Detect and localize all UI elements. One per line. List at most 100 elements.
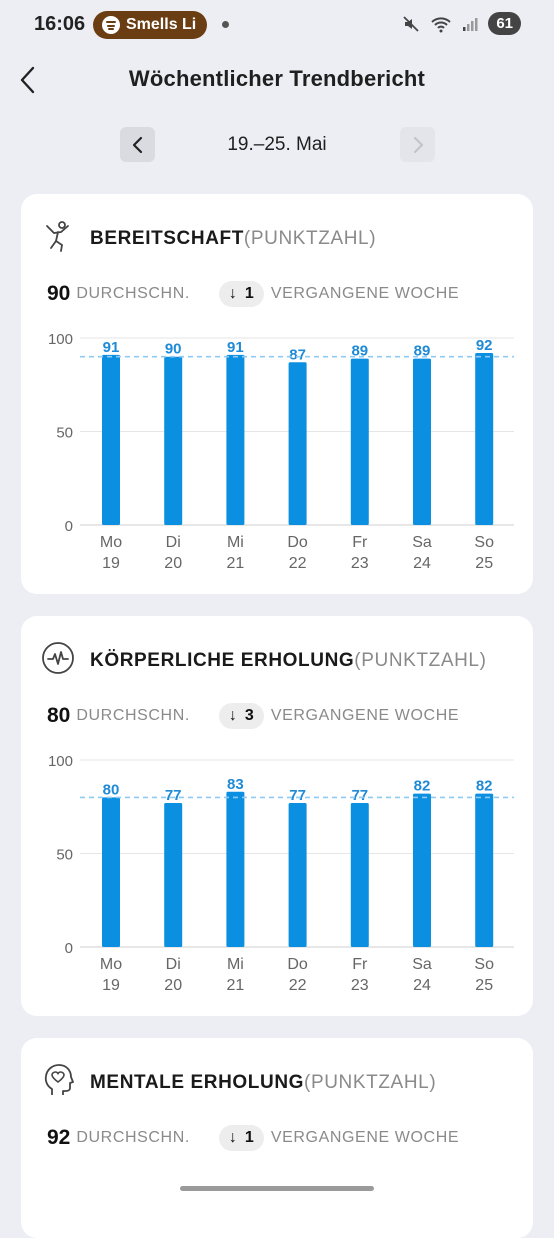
x-tick-day: 22 — [289, 977, 307, 994]
bar-value-label: 90 — [165, 341, 182, 358]
x-tick-weekday: Do — [287, 534, 308, 551]
wifi-icon — [431, 16, 452, 32]
card-unit: (PUNKTZAHL) — [354, 650, 487, 671]
previous-week-label: VERGANGENE WOCHE — [270, 1129, 460, 1146]
bar — [102, 354, 120, 525]
x-tick-weekday: Sa — [412, 534, 432, 551]
x-tick-day: 23 — [351, 555, 369, 572]
arrow-down-icon: ↓ — [228, 707, 237, 724]
x-tick-day: 19 — [102, 977, 120, 994]
chevron-left-icon — [20, 66, 35, 94]
date-range-label: 19.–25. Mai — [227, 134, 327, 155]
x-tick-weekday: Do — [287, 956, 308, 973]
stats-row: 92 DURCHSCHN. ↓ 1 VERGANGENE WOCHE — [47, 1124, 459, 1152]
person-jump-icon — [46, 221, 69, 252]
week-diff-badge: ↓ 1 — [218, 1125, 264, 1151]
x-tick-weekday: Di — [166, 956, 181, 973]
week-diff-badge: ↓ 3 — [218, 703, 264, 729]
back-button[interactable] — [16, 62, 44, 98]
previous-week-label: VERGANGENE WOCHE — [270, 285, 460, 302]
x-tick-weekday: Fr — [352, 956, 368, 973]
x-tick-day: 19 — [102, 555, 120, 572]
card-unit: (PUNKTZAHL) — [243, 228, 377, 249]
stats-row: 80 DURCHSCHN. ↓ 3 VERGANGENE WOCHE — [47, 702, 459, 730]
bar-value-label: 82 — [476, 778, 493, 795]
average-value: 90 — [47, 282, 71, 305]
bar — [288, 362, 307, 525]
x-tick-day: 22 — [289, 555, 307, 572]
average-value: 92 — [47, 1126, 71, 1149]
bar — [350, 803, 369, 947]
bar-value-label: 77 — [289, 787, 306, 804]
x-tick-day: 21 — [227, 977, 245, 994]
mental-recovery-card[interactable]: MENTALE ERHOLUNG(PUNKTZAHL) 92 DURCHSCHN… — [21, 1038, 533, 1238]
bar — [475, 793, 494, 947]
x-tick-weekday: Sa — [412, 956, 432, 973]
bar-value-label: 92 — [476, 337, 493, 354]
notification-dot-icon — [222, 21, 229, 28]
average-label: DURCHSCHN. — [76, 707, 190, 724]
x-tick-weekday: Mo — [100, 956, 122, 973]
card-title: BEREITSCHAFT(PUNKTZAHL) — [90, 228, 377, 249]
physical-recovery-card[interactable]: KÖRPERLICHE ERHOLUNG(PUNKTZAHL) 80 DURCH… — [21, 616, 533, 1016]
card-unit: (PUNKTZAHL) — [304, 1072, 437, 1093]
heart-rate-icon — [42, 642, 74, 674]
y-tick-label: 100 — [48, 753, 73, 770]
x-tick-day: 21 — [227, 555, 245, 572]
media-playback-pill[interactable]: Smells Li — [93, 11, 207, 39]
bar — [475, 352, 494, 525]
x-tick-day: 24 — [413, 555, 431, 572]
average-label: DURCHSCHN. — [76, 1129, 190, 1146]
x-tick-day: 23 — [351, 977, 369, 994]
y-tick-label: 0 — [65, 940, 73, 957]
y-tick-label: 100 — [48, 331, 73, 348]
x-tick-day: 20 — [164, 977, 182, 994]
bar-value-label: 89 — [414, 343, 431, 360]
bar — [164, 356, 183, 525]
y-tick-label: 50 — [56, 425, 73, 442]
x-tick-day: 20 — [164, 555, 182, 572]
bar — [413, 358, 431, 525]
x-tick-weekday: Di — [166, 534, 181, 551]
page-title: Wöchentlicher Trendbericht — [128, 66, 426, 91]
chevron-right-icon — [413, 136, 423, 153]
spotify-icon — [102, 16, 120, 34]
bar-value-label: 89 — [351, 343, 368, 360]
bar-value-label: 91 — [103, 339, 120, 356]
arrow-down-icon: ↓ — [228, 1129, 237, 1146]
chevron-left-icon — [132, 136, 142, 153]
x-tick-weekday: Mi — [227, 534, 244, 551]
card-title: KÖRPERLICHE ERHOLUNG(PUNKTZAHL) — [90, 650, 487, 671]
bar-value-label: 80 — [103, 781, 120, 798]
head-heart-icon — [44, 1064, 74, 1095]
x-tick-day: 24 — [413, 977, 431, 994]
status-bar: 16:06 Smells Li 61 — [0, 0, 554, 50]
bar-value-label: 91 — [227, 339, 244, 356]
bar-value-label: 83 — [227, 776, 244, 793]
next-week-button[interactable] — [400, 127, 435, 162]
readiness-card[interactable]: BEREITSCHAFT(PUNKTZAHL) 90 DURCHSCHN. ↓ 1… — [21, 194, 533, 594]
bar — [350, 358, 369, 525]
signal-icon — [463, 17, 478, 31]
x-tick-weekday: So — [474, 534, 494, 551]
bar — [413, 793, 431, 947]
stats-row: 90 DURCHSCHN. ↓ 1 VERGANGENE WOCHE — [47, 280, 459, 308]
x-tick-day: 25 — [475, 555, 493, 572]
arrow-down-icon: ↓ — [228, 285, 237, 302]
y-tick-label: 50 — [56, 847, 73, 864]
x-tick-weekday: Mo — [100, 534, 122, 551]
bar-value-label: 87 — [289, 346, 306, 363]
battery-indicator: 61 — [488, 12, 521, 35]
previous-week-button[interactable] — [120, 127, 155, 162]
average-label: DURCHSCHN. — [76, 285, 190, 302]
status-time: 16:06 — [34, 13, 86, 35]
bar — [226, 354, 245, 525]
week-diff-badge: ↓ 1 — [218, 281, 264, 307]
bar — [102, 797, 120, 947]
x-tick-weekday: Mi — [227, 956, 244, 973]
x-tick-day: 25 — [475, 977, 493, 994]
bar-value-label: 77 — [351, 787, 368, 804]
home-indicator[interactable] — [180, 1186, 374, 1191]
media-title: Smells Li — [126, 16, 197, 33]
average-value: 80 — [47, 704, 71, 727]
